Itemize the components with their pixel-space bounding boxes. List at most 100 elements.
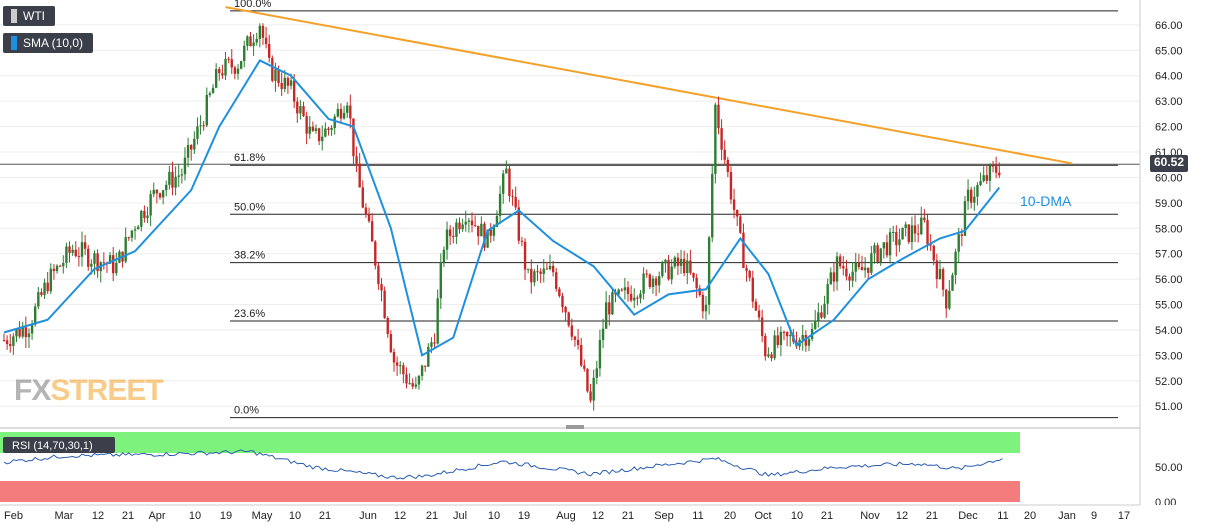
candle bbox=[954, 248, 957, 285]
candle-body bbox=[508, 168, 511, 197]
time-tick-label: 19 bbox=[220, 510, 232, 522]
candle-body bbox=[505, 168, 508, 174]
time-tick-label: 21 bbox=[319, 510, 331, 522]
time-tick-label: Apr bbox=[148, 510, 165, 522]
candle bbox=[165, 180, 168, 197]
candle bbox=[679, 249, 683, 274]
candle-body bbox=[424, 365, 427, 367]
candle-body bbox=[910, 225, 914, 243]
candle-body bbox=[255, 38, 258, 43]
price-tick-label: 58.00 bbox=[1155, 223, 1183, 235]
price-tick-label: 66.00 bbox=[1155, 20, 1183, 32]
candle bbox=[991, 160, 995, 173]
time-tick-label: Jul bbox=[453, 510, 467, 522]
candle bbox=[370, 213, 374, 242]
candle-body bbox=[764, 335, 767, 357]
candle-body bbox=[707, 237, 711, 305]
candle-body bbox=[617, 289, 620, 295]
candle-body bbox=[726, 159, 730, 173]
indicator-tag[interactable]: SMA (10,0) bbox=[3, 33, 94, 53]
candle bbox=[726, 157, 730, 178]
candle-body bbox=[782, 331, 786, 333]
candle bbox=[604, 291, 608, 329]
candle bbox=[467, 217, 471, 233]
candle-body bbox=[77, 256, 81, 258]
time-tick-label: 21 bbox=[926, 510, 938, 522]
candle bbox=[380, 278, 383, 302]
time-tick-label: Sep bbox=[654, 510, 674, 522]
candle-body bbox=[923, 217, 926, 221]
candle bbox=[564, 305, 567, 321]
candle bbox=[83, 234, 87, 256]
candle-body bbox=[458, 222, 461, 230]
candle bbox=[623, 278, 627, 300]
candle-body bbox=[760, 317, 764, 336]
candle bbox=[30, 319, 34, 340]
candle-body bbox=[941, 269, 945, 290]
candle bbox=[879, 248, 882, 266]
candle-body bbox=[314, 128, 318, 131]
candle-body bbox=[402, 365, 405, 375]
candle bbox=[988, 163, 992, 192]
candle bbox=[904, 221, 907, 237]
candle-body bbox=[280, 83, 283, 89]
candle bbox=[155, 188, 159, 204]
candle-body bbox=[682, 258, 686, 274]
candle-body bbox=[461, 224, 464, 230]
time-tick-label: 17 bbox=[1118, 510, 1130, 522]
price-tick-label: 59.00 bbox=[1155, 198, 1183, 210]
candle bbox=[695, 273, 698, 299]
candle bbox=[193, 131, 196, 155]
candle bbox=[302, 101, 305, 118]
time-tick-label: Feb bbox=[4, 510, 23, 522]
candle-body bbox=[65, 246, 68, 263]
candle-body bbox=[289, 80, 293, 86]
candle-body bbox=[124, 237, 127, 262]
time-axis-bg bbox=[0, 505, 1207, 526]
candle-body bbox=[143, 210, 146, 218]
candle-body bbox=[945, 289, 948, 309]
candle-body bbox=[751, 277, 754, 302]
candle-body bbox=[489, 229, 492, 236]
candle bbox=[860, 255, 864, 271]
candle bbox=[701, 291, 705, 319]
candle-body bbox=[355, 156, 358, 164]
candle-body bbox=[377, 265, 380, 285]
candle-body bbox=[495, 215, 499, 227]
candle bbox=[190, 144, 193, 161]
candle bbox=[876, 242, 879, 264]
candle bbox=[271, 55, 274, 83]
price-tick-label: 57.00 bbox=[1155, 249, 1183, 261]
candle bbox=[236, 64, 240, 80]
candle-body bbox=[520, 240, 524, 242]
time-tick-label: 11 bbox=[692, 510, 703, 522]
candle bbox=[12, 333, 15, 355]
symbol-label: WTI bbox=[23, 9, 45, 23]
candle-body bbox=[296, 101, 299, 114]
candle-body bbox=[817, 312, 820, 321]
price-tick-label: 63.00 bbox=[1155, 96, 1183, 108]
candle-body bbox=[43, 282, 46, 295]
time-tick-label: Mar bbox=[55, 510, 74, 522]
candle bbox=[249, 31, 252, 47]
candle-body bbox=[745, 267, 748, 271]
time-tick-label: Jun bbox=[359, 510, 377, 522]
candle-body bbox=[208, 93, 212, 96]
candle bbox=[168, 165, 171, 190]
candle bbox=[898, 228, 901, 252]
candle bbox=[842, 256, 845, 276]
candle bbox=[214, 63, 218, 89]
candle bbox=[932, 244, 935, 266]
candle bbox=[982, 166, 985, 183]
candle-body bbox=[433, 342, 436, 344]
candle-body bbox=[299, 106, 302, 114]
candle-body bbox=[651, 278, 655, 287]
price-tick-label: 55.00 bbox=[1155, 300, 1183, 312]
candle bbox=[383, 286, 386, 319]
candle-body bbox=[90, 263, 93, 267]
candle-body bbox=[346, 105, 349, 113]
candle-body bbox=[973, 196, 976, 203]
symbol-tag[interactable]: WTI bbox=[3, 6, 55, 26]
candle bbox=[55, 264, 59, 274]
candle-body bbox=[374, 241, 377, 266]
